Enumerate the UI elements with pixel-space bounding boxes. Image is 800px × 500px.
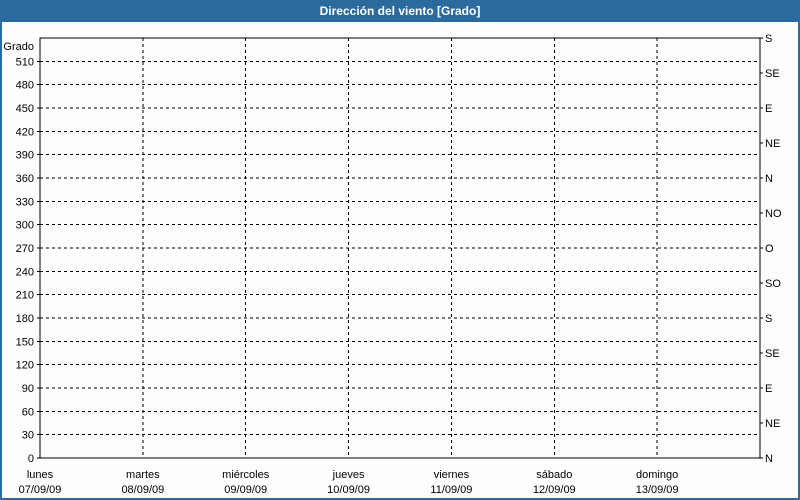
y-tick-label: 150 bbox=[16, 336, 34, 348]
y-tick-label: 420 bbox=[16, 126, 34, 138]
y-tick-label: 300 bbox=[16, 220, 34, 232]
x-date-label: 12/09/09 bbox=[533, 484, 576, 496]
y-tick-label: 270 bbox=[16, 243, 34, 255]
x-day-label: jueves bbox=[332, 469, 365, 481]
compass-label: N bbox=[765, 173, 773, 185]
y-tick-label: 480 bbox=[16, 80, 34, 92]
x-date-label: 07/09/09 bbox=[19, 484, 62, 496]
y-tick-label: 180 bbox=[16, 313, 34, 325]
x-day-label: lunes bbox=[27, 469, 54, 481]
chart-title: Dirección del viento [Grado] bbox=[319, 4, 481, 18]
compass-label: NE bbox=[765, 418, 780, 430]
y-tick-label: 60 bbox=[22, 406, 34, 418]
x-day-label: miércoles bbox=[222, 469, 270, 481]
x-date-label: 11/09/09 bbox=[430, 484, 472, 496]
plot-border bbox=[39, 37, 761, 459]
x-day-label: viernes bbox=[434, 469, 470, 481]
y-tick-label: 240 bbox=[16, 266, 34, 278]
x-date-label: 09/09/09 bbox=[224, 484, 267, 496]
x-date-label: 08/09/09 bbox=[121, 484, 164, 496]
compass-label: S bbox=[765, 313, 772, 325]
y-tick-label: 120 bbox=[16, 360, 34, 372]
compass-label: S bbox=[765, 33, 772, 45]
compass-label: SE bbox=[765, 68, 780, 80]
compass-label: NO bbox=[765, 208, 782, 220]
x-day-label: domingo bbox=[636, 469, 678, 481]
y-tick-label: 30 bbox=[22, 430, 34, 442]
y-tick-label: 0 bbox=[28, 453, 34, 465]
compass-label: O bbox=[765, 243, 774, 255]
y-tick-label: 210 bbox=[16, 290, 34, 302]
compass-label: E bbox=[765, 383, 772, 395]
title-bar: Dirección del viento [Grado] bbox=[0, 0, 800, 22]
x-date-label: 13/09/09 bbox=[636, 484, 679, 496]
x-day-label: sábado bbox=[536, 469, 572, 481]
compass-label: E bbox=[765, 103, 772, 115]
y-tick-label: 360 bbox=[16, 173, 34, 185]
y-tick-label: 330 bbox=[16, 196, 34, 208]
y-tick-label: 510 bbox=[16, 56, 34, 68]
x-day-label: martes bbox=[126, 469, 160, 481]
y-axis-title: Grado bbox=[3, 41, 34, 53]
y-tick-label: 90 bbox=[22, 383, 34, 395]
y-tick-label: 450 bbox=[16, 103, 34, 115]
compass-label: NE bbox=[765, 138, 780, 150]
compass-label: N bbox=[765, 453, 773, 465]
y-tick-label: 390 bbox=[16, 150, 34, 162]
x-date-label: 10/09/09 bbox=[327, 484, 370, 496]
compass-label: SE bbox=[765, 348, 780, 360]
compass-label: SO bbox=[765, 278, 781, 290]
